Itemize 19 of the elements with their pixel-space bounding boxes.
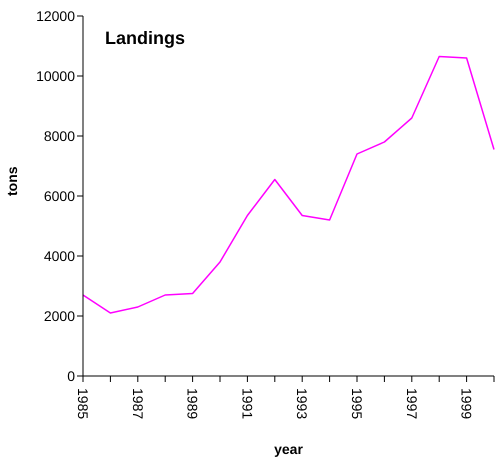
line-series [82, 56, 495, 314]
x-tick-label: 1993 [294, 388, 310, 420]
y-axis-title: tons [4, 166, 20, 196]
x-tick-label: 1997 [404, 388, 420, 420]
y-tick-label: 8000 [44, 128, 76, 144]
x-axis-title: year [274, 441, 304, 457]
x-tick-label: 1999 [458, 388, 475, 420]
y-tick-label: 4000 [44, 248, 76, 264]
x-tick-label: 1995 [349, 388, 365, 420]
y-tick-label: 2000 [44, 308, 76, 324]
x-tick-label: 1987 [130, 388, 146, 420]
x-tick-label: 1991 [239, 388, 256, 420]
y-tick-label: 12000 [36, 8, 76, 24]
x-tick-label: 1989 [184, 388, 201, 420]
y-tick-label: 10000 [36, 68, 76, 84]
y-tick-label: 0 [67, 368, 76, 384]
text: Landings [105, 28, 185, 49]
y-tick-label: 6000 [44, 188, 76, 204]
x-tick-label: 1985 [75, 388, 91, 420]
